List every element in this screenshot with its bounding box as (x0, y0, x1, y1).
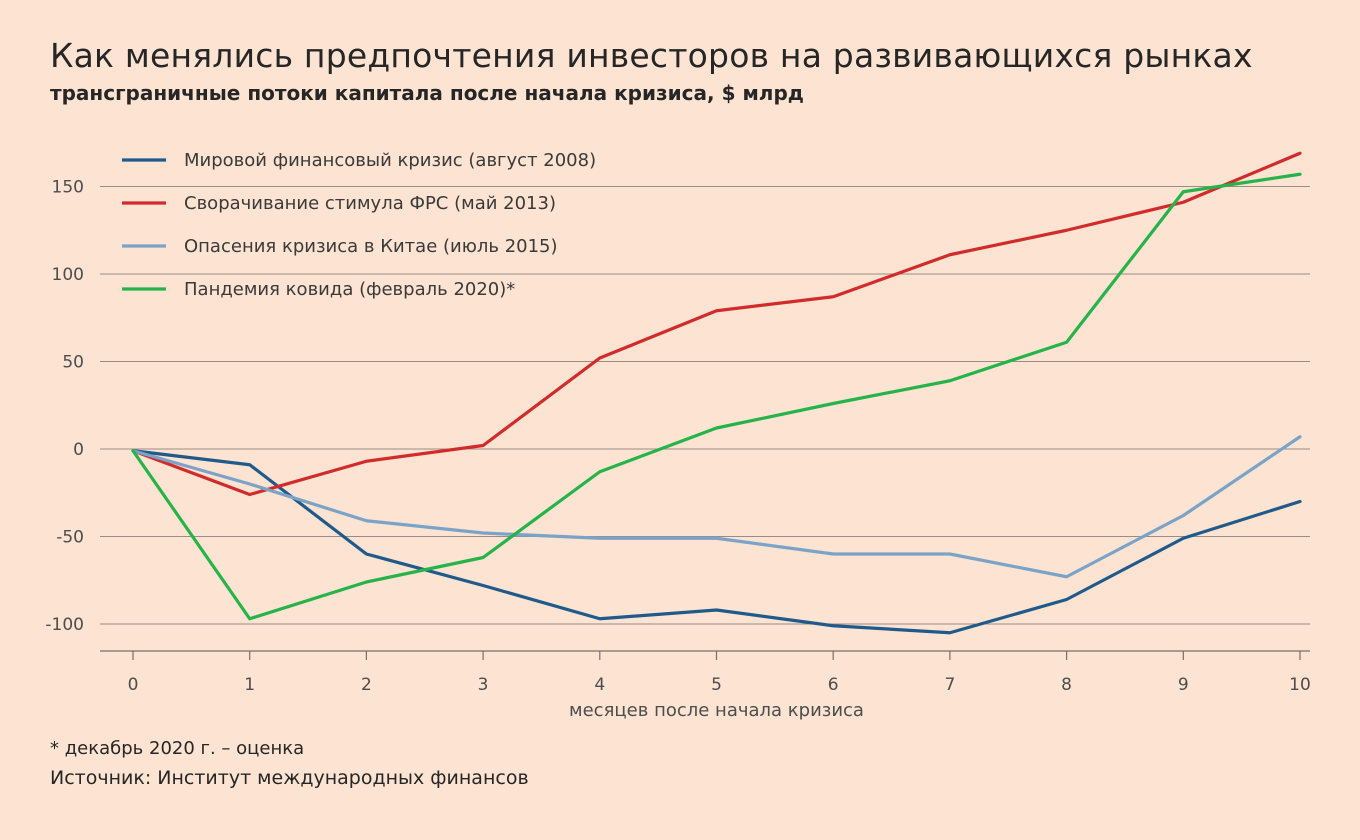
series-line (131, 449, 1302, 635)
series-lines (131, 151, 1302, 635)
legend-label: Пандемия ковида (февраль 2020)* (184, 279, 515, 300)
x-tick-label: 7 (944, 675, 955, 695)
chart-title: Как менялись предпочтения инвесторов на … (50, 36, 1253, 75)
x-axis: 0 1 2 3 4 5 6 7 8 9 10 месяцев после начала кризиса (100, 650, 1311, 721)
legend-label: Сворачивание стимула ФРС (май 2013) (184, 193, 556, 214)
legend-label: Мировой финансовый кризис (август 2008) (184, 150, 596, 171)
x-tick-label: 3 (478, 675, 489, 695)
source-note: Источник: Институт международных финансо… (50, 767, 529, 789)
chart-subtitle: трансграничные потоки капитала после нач… (50, 81, 804, 105)
legend-label: Опасения кризиса в Китае (июль 2015) (184, 236, 558, 257)
x-tick-label: 0 (128, 675, 139, 695)
series-line (131, 172, 1302, 621)
y-tick-label: -100 (45, 615, 84, 635)
series-line (131, 151, 1302, 497)
y-axis: 150 100 50 0 -50 -100 (45, 178, 84, 636)
x-tick-label: 6 (828, 675, 839, 695)
y-tick-label: 50 (62, 353, 84, 373)
x-tick-label: 4 (594, 675, 605, 695)
y-tick-label: 0 (73, 440, 84, 460)
series-line (131, 435, 1302, 579)
footnote: * декабрь 2020 г. – оценка (50, 738, 305, 759)
legend: Мировой финансовый кризис (август 2008) С… (122, 150, 596, 300)
x-tick-label: 5 (711, 675, 722, 695)
y-tick-label: 100 (52, 265, 84, 285)
y-tick-label: -50 (56, 528, 84, 548)
x-tick-label: 10 (1289, 675, 1311, 695)
grid-lines (100, 186, 1310, 625)
x-tick-label: 8 (1061, 675, 1072, 695)
y-tick-label: 150 (52, 178, 84, 198)
x-axis-title: месяцев после начала кризиса (569, 700, 864, 721)
x-tick-label: 1 (244, 675, 255, 695)
x-tick-label: 2 (361, 675, 372, 695)
x-tick-label: 9 (1178, 675, 1189, 695)
